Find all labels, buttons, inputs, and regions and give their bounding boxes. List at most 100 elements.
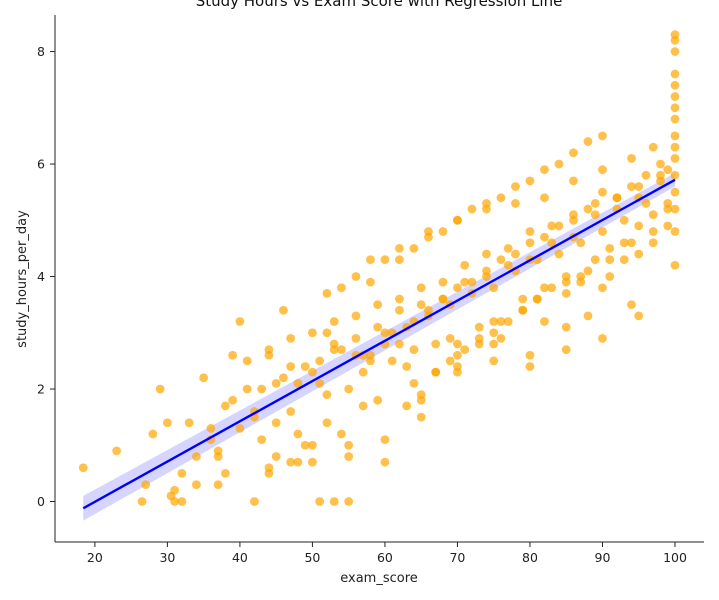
data-point xyxy=(532,294,542,304)
data-point xyxy=(619,215,629,225)
data-point xyxy=(663,165,673,175)
data-point xyxy=(612,193,622,203)
regression-line xyxy=(82,178,676,510)
data-point xyxy=(184,418,194,428)
data-point xyxy=(554,249,564,259)
data-point xyxy=(315,356,325,366)
data-point xyxy=(416,390,426,400)
data-point xyxy=(199,373,209,383)
data-point xyxy=(293,378,303,388)
data-point xyxy=(554,221,564,231)
data-point xyxy=(648,142,658,152)
data-point xyxy=(431,367,441,377)
data-point xyxy=(242,356,252,366)
data-point xyxy=(177,497,187,506)
data-point xyxy=(137,497,147,506)
data-point xyxy=(540,317,549,326)
data-point xyxy=(460,277,470,287)
data-point xyxy=(598,333,607,343)
data-point xyxy=(453,215,462,225)
data-point xyxy=(634,249,644,259)
data-point xyxy=(177,468,187,478)
data-point xyxy=(503,317,513,326)
data-point xyxy=(641,199,651,208)
data-point xyxy=(656,159,665,169)
data-point xyxy=(605,255,615,265)
data-point xyxy=(561,289,571,298)
data-point xyxy=(351,272,361,281)
data-point xyxy=(474,339,484,349)
data-point xyxy=(322,289,332,298)
data-point xyxy=(670,69,680,79)
regression-line-layer xyxy=(82,178,676,510)
data-point xyxy=(358,401,368,411)
data-point xyxy=(482,249,491,259)
data-point xyxy=(329,497,339,506)
data-point xyxy=(264,468,274,478)
data-point xyxy=(467,204,477,214)
data-point xyxy=(329,339,339,349)
data-point xyxy=(351,333,361,343)
data-point xyxy=(438,227,448,236)
data-point xyxy=(627,154,636,163)
data-point xyxy=(286,333,296,343)
data-points-layer xyxy=(78,30,680,506)
data-point xyxy=(366,277,375,287)
data-point xyxy=(221,468,230,478)
data-point xyxy=(547,221,557,231)
data-point xyxy=(286,457,296,467)
data-point xyxy=(663,221,673,231)
data-point xyxy=(634,221,644,231)
data-point xyxy=(540,165,549,175)
data-point xyxy=(155,384,165,394)
data-point xyxy=(583,266,593,276)
data-point xyxy=(192,452,201,461)
data-point xyxy=(308,328,317,338)
data-point xyxy=(569,176,578,186)
data-point xyxy=(300,440,310,450)
confidence-band-layer xyxy=(83,173,675,521)
data-point xyxy=(482,199,491,208)
data-point xyxy=(670,170,680,180)
data-point xyxy=(228,350,238,360)
data-point xyxy=(547,283,557,293)
data-point xyxy=(496,193,506,203)
data-point xyxy=(380,457,390,467)
data-point xyxy=(460,260,470,270)
data-point xyxy=(605,272,615,281)
data-point xyxy=(271,452,281,461)
data-point xyxy=(598,131,607,141)
data-point xyxy=(627,182,636,191)
data-point xyxy=(206,423,216,433)
data-point xyxy=(366,350,375,360)
data-point xyxy=(525,238,535,248)
data-point xyxy=(192,480,201,490)
data-point xyxy=(590,255,600,265)
data-point xyxy=(511,199,520,208)
data-point xyxy=(271,418,281,428)
x-tick-label: 30 xyxy=(159,550,175,565)
y-tick-label: 4 xyxy=(37,269,45,284)
data-point xyxy=(634,311,644,321)
data-point xyxy=(627,238,636,248)
data-point xyxy=(598,187,607,197)
data-point xyxy=(511,249,520,259)
data-point xyxy=(286,362,296,371)
data-point xyxy=(141,480,151,490)
data-point xyxy=(670,131,680,141)
data-point xyxy=(576,238,586,248)
data-point xyxy=(322,328,332,338)
data-point xyxy=(489,317,499,326)
data-point xyxy=(525,176,535,186)
data-point xyxy=(605,244,615,253)
data-point xyxy=(453,367,462,377)
data-point xyxy=(242,384,252,394)
data-point xyxy=(670,142,680,152)
data-point xyxy=(438,294,448,304)
data-point xyxy=(590,210,600,220)
data-point xyxy=(438,277,448,287)
data-point xyxy=(337,429,346,439)
data-point xyxy=(351,311,361,321)
data-point xyxy=(416,300,426,310)
data-point xyxy=(670,260,680,270)
